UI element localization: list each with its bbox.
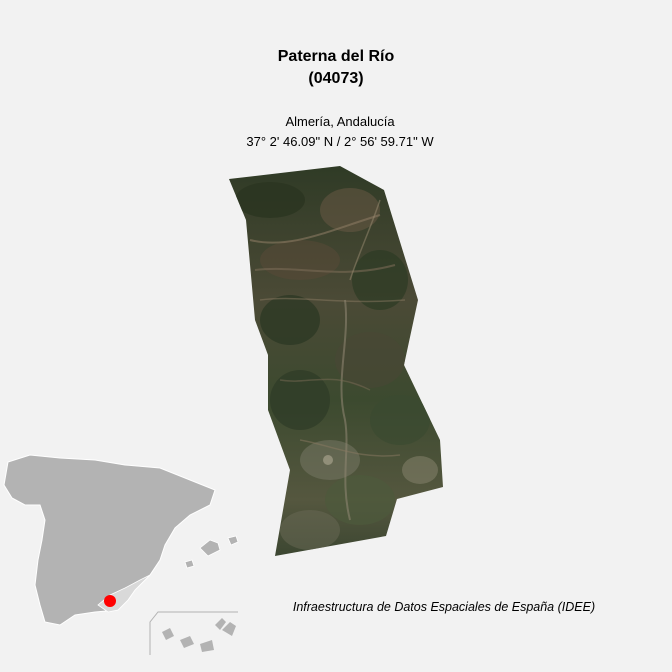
region-label: Almería, Andalucía <box>285 114 395 129</box>
balearic-islands <box>184 535 239 569</box>
canary-islands-inset <box>149 611 238 655</box>
coordinates-label: 37° 2' 46.09" N / 2° 56' 59.71" W <box>246 134 434 149</box>
municipality-name: Paterna del Río <box>277 48 395 65</box>
location-marker <box>104 595 116 607</box>
municipality-code: (04073) <box>308 70 364 87</box>
data-credit: Infraestructura de Datos Espaciales de E… <box>292 600 596 614</box>
